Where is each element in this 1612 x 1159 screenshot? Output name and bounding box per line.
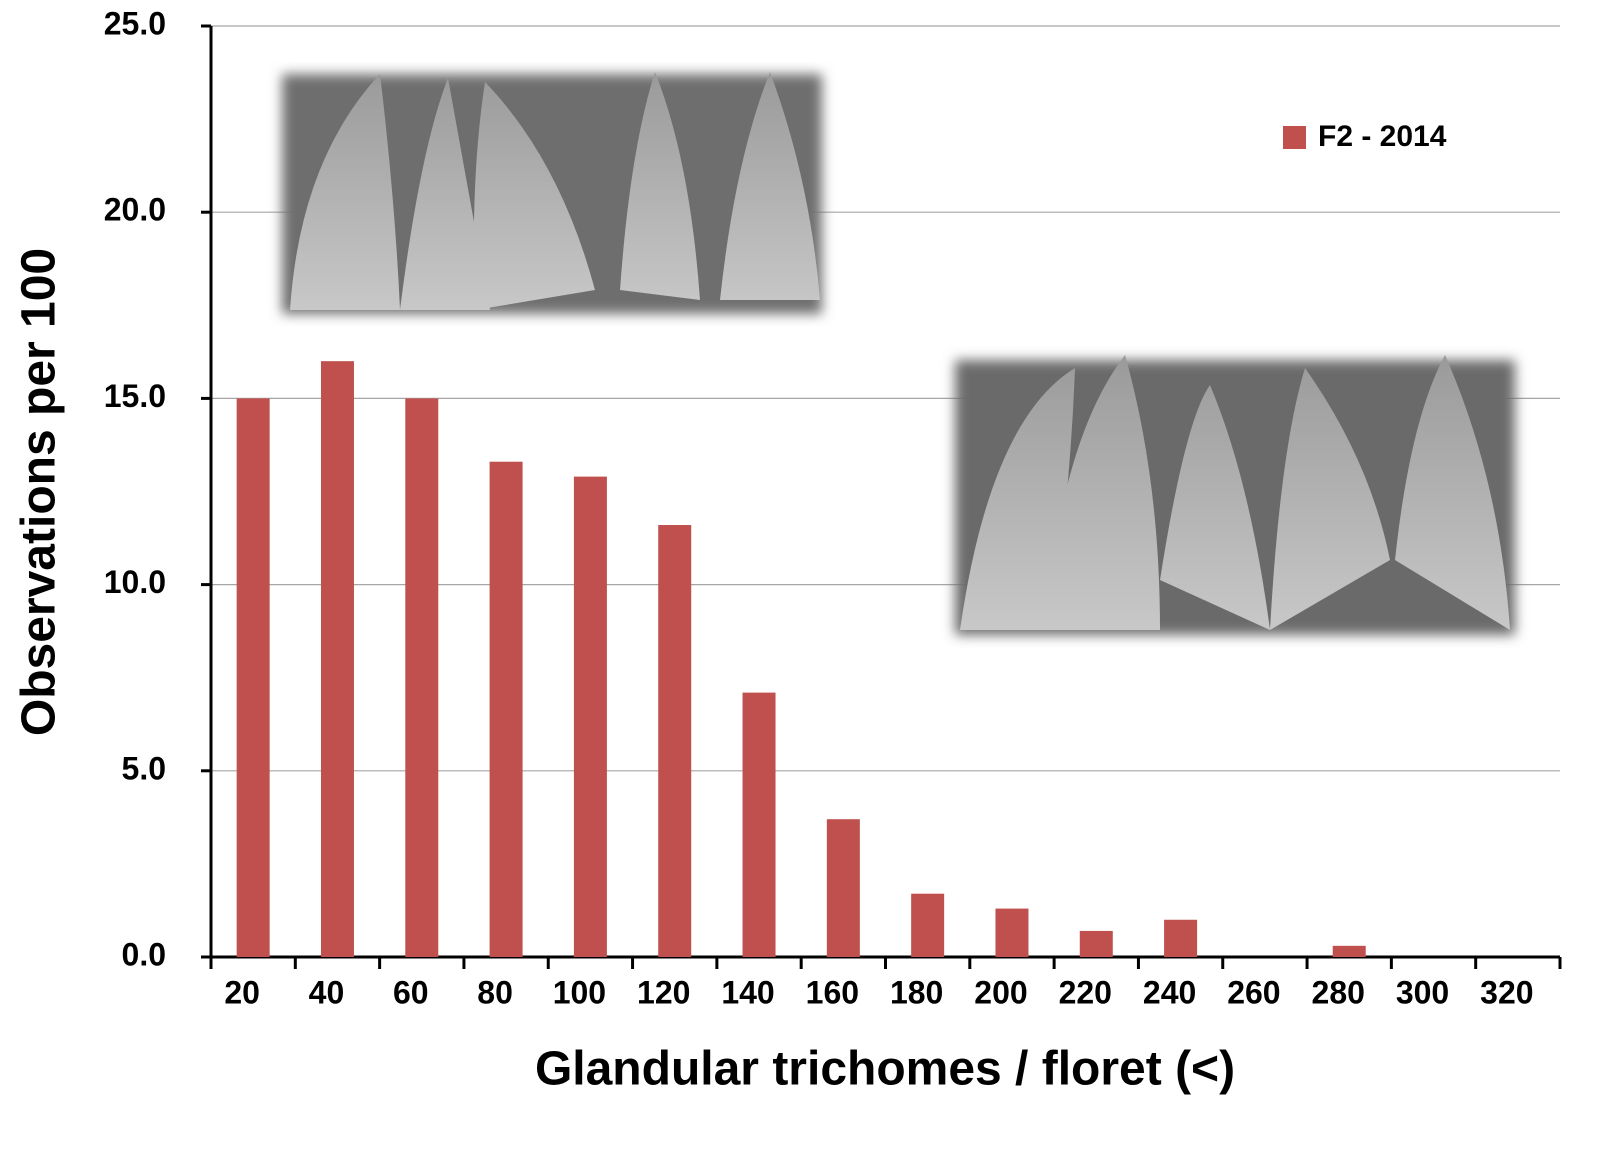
x-tick-label: 120	[637, 974, 690, 1010]
bar	[321, 361, 354, 957]
x-tick-label: 60	[393, 974, 429, 1010]
x-tick-label: 180	[890, 974, 943, 1010]
x-tick-label: 80	[477, 974, 513, 1010]
x-tick-label: 320	[1480, 974, 1533, 1010]
x-tick-label: 260	[1227, 974, 1280, 1010]
bar	[1080, 931, 1113, 957]
x-tick-label: 20	[224, 974, 260, 1010]
x-tick-label: 280	[1312, 974, 1365, 1010]
x-tick-label: 160	[806, 974, 859, 1010]
bar	[827, 819, 860, 957]
y-tick-label: 15.0	[104, 378, 166, 414]
bar	[743, 693, 776, 957]
x-tick-label: 40	[309, 974, 345, 1010]
legend-swatch	[1283, 126, 1306, 149]
bar	[490, 462, 523, 957]
y-tick-label: 5.0	[122, 750, 166, 786]
bar	[405, 398, 438, 957]
bar	[658, 525, 691, 957]
bar	[995, 909, 1028, 957]
x-tick-label: 100	[553, 974, 606, 1010]
y-tick-label: 10.0	[104, 564, 166, 600]
bar	[237, 398, 270, 957]
bar	[574, 477, 607, 957]
y-tick-label: 0.0	[122, 936, 166, 972]
x-tick-label: 140	[721, 974, 774, 1010]
legend-label: F2 - 2014	[1318, 120, 1447, 153]
bar	[1333, 946, 1366, 957]
x-tick-label: 240	[1143, 974, 1196, 1010]
photo-inset-bottom	[955, 355, 1515, 635]
photo-inset-top	[282, 72, 822, 314]
bar	[1164, 920, 1197, 957]
y-tick-label: 25.0	[104, 5, 166, 41]
y-tick-label: 20.0	[104, 192, 166, 228]
x-tick-label: 200	[974, 974, 1027, 1010]
page: {"chart_data": {"type": "bar", "x_label"…	[0, 0, 1612, 1159]
x-tick-label: 300	[1396, 974, 1449, 1010]
y-axis-title: Observations per 100	[13, 248, 66, 736]
x-tick-label: 220	[1059, 974, 1112, 1010]
x-axis-title: Glandular trichomes / floret (<)	[535, 1043, 1235, 1096]
bar	[911, 894, 944, 957]
chart: 0.0 5.0 10.0 15.0 20.0 25.0 20 40 60 80 100 120 140 1…	[0, 0, 1612, 1159]
